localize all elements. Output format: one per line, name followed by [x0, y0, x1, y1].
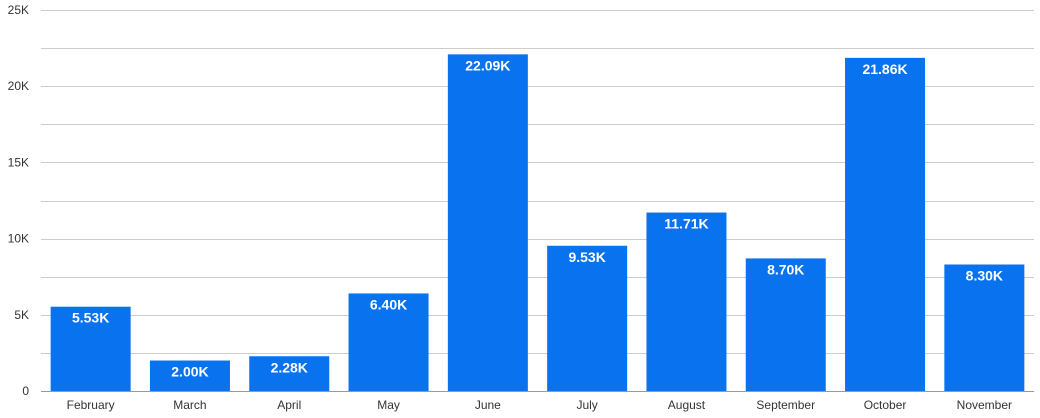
x-tick-label: March	[173, 398, 206, 412]
y-tick-label: 0	[22, 384, 29, 398]
bar	[547, 245, 628, 391]
data-label: 8.30K	[966, 268, 1003, 284]
data-label: 2.00K	[171, 364, 208, 380]
x-tick-label: February	[67, 398, 115, 412]
data-label: 21.86K	[862, 61, 907, 77]
x-tick-label: July	[576, 398, 597, 412]
bar	[944, 264, 1025, 391]
bar	[447, 54, 528, 392]
x-tick-label: August	[668, 398, 706, 412]
bar	[50, 306, 131, 391]
data-label: 22.09K	[465, 57, 510, 73]
x-tick-label: October	[864, 398, 907, 412]
bar	[745, 258, 826, 391]
data-label: 6.40K	[370, 296, 407, 312]
data-label: 2.28K	[271, 359, 308, 375]
data-labels: 5.53K 2.00K 2.28K 6.40K 22.09K 9.53K 11.71K 8.7…	[72, 57, 1003, 379]
y-axis-ticks: 0 5K 10K 15K 20K 25K	[8, 3, 30, 398]
y-tick-label: 10K	[8, 232, 29, 246]
y-tick-label: 25K	[8, 3, 29, 17]
x-tick-label: April	[277, 398, 301, 412]
x-tick-label: May	[377, 398, 400, 412]
x-tick-label: September	[756, 398, 815, 412]
y-tick-label: 15K	[8, 155, 29, 169]
y-tick-label: 20K	[8, 79, 29, 93]
bars	[50, 54, 1025, 392]
bar	[348, 293, 429, 391]
bar	[249, 356, 330, 391]
x-axis-ticks: February March April May June July August Septe…	[67, 398, 1012, 412]
data-label: 8.70K	[767, 261, 804, 277]
bar	[646, 212, 727, 391]
x-tick-label: June	[475, 398, 501, 412]
y-tick-label: 5K	[14, 308, 29, 322]
data-label: 5.53K	[72, 310, 109, 326]
bar	[845, 57, 926, 391]
data-label: 9.53K	[568, 249, 605, 265]
x-tick-label: November	[957, 398, 1012, 412]
bar	[149, 360, 230, 391]
data-label: 11.71K	[664, 216, 708, 232]
gridlines	[41, 10, 1034, 392]
